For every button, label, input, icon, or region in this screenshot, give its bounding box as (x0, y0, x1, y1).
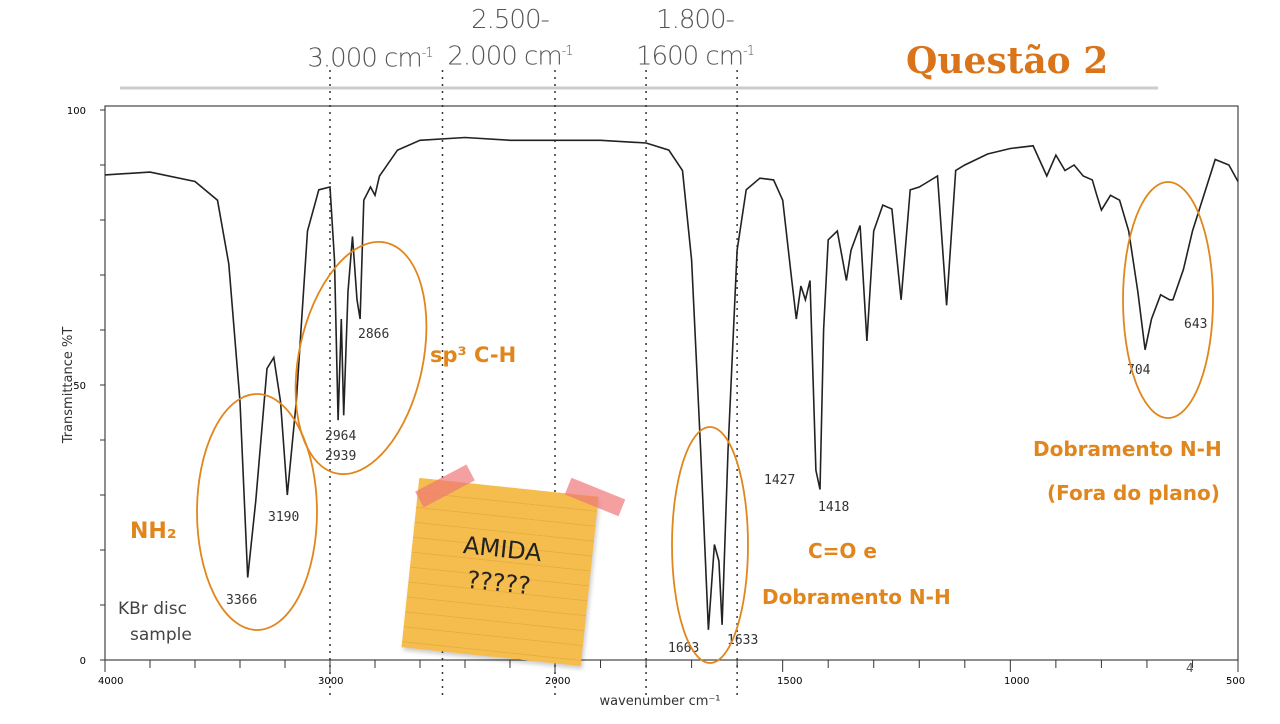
y-tick-0: 0 (80, 656, 86, 667)
range-label-line1: 2.500- (471, 5, 550, 35)
nh2-label: NH₂ (130, 519, 176, 544)
range-label-sup: -1 (561, 44, 574, 59)
range-label-sup: -1 (421, 46, 434, 61)
peak-label-3366: 3366 (226, 593, 257, 608)
x-tick-2000: 2000 (545, 676, 570, 687)
carbonyl-label-line2: Dobramento N-H (762, 585, 951, 609)
sp3-ch-label: sp³ C-H (430, 343, 516, 367)
x-tick-500: 500 (1226, 676, 1245, 687)
x-tick-4000: 4000 (98, 676, 123, 687)
sample-note-line1: KBr disc (118, 599, 187, 619)
spectrum-line (104, 136, 1239, 630)
peak-label-1418: 1418 (818, 500, 849, 515)
carbonyl-label-line1: C=O e (808, 539, 877, 563)
peak-label-643: 643 (1184, 317, 1207, 332)
range-label-line1: 1.800- (656, 5, 735, 35)
carbonyl-circle (671, 426, 749, 664)
y-tick-50: 50 (73, 381, 86, 392)
sp3-ch-circle (294, 240, 428, 476)
sticky-note: AMIDA ????? (401, 478, 599, 666)
range-label-2500-2000: 2.500- 2.000 cm-1 (440, 4, 580, 73)
oop-label-line1: Dobramento N-H (1033, 437, 1222, 461)
peak-label-1663: 1663 (668, 641, 699, 656)
peak-label-2964: 2964 (325, 429, 356, 444)
nh2-circle (196, 393, 318, 631)
oop-bend-circle (1122, 181, 1214, 419)
page-number: 4 (1186, 661, 1194, 675)
plot-frame (104, 105, 1239, 661)
x-tick-1500: 1500 (777, 676, 802, 687)
range-label-sup: -1 (743, 44, 755, 59)
slide-title: Questão 2 (906, 40, 1109, 82)
x-axis-label: wavenumber cm⁻¹ (599, 694, 720, 709)
range-label-text: 3.000 cm (307, 43, 422, 74)
range-label-line2: 1600 cm (635, 41, 744, 72)
y-axis-label: Transmittance %T (61, 327, 76, 445)
oop-label-line2: (Fora do plano) (1047, 481, 1220, 505)
sample-note-line2: sample (130, 625, 192, 645)
range-label-1800-1600: 1.800- 1600 cm-1 (630, 4, 760, 73)
range-label-line2: 2.000 cm (447, 41, 562, 72)
peak-label-1427: 1427 (764, 473, 795, 488)
peak-label-2866: 2866 (358, 327, 389, 342)
range-label-3000: 3.000 cm-1 (300, 38, 440, 75)
y-tick-100: 100 (67, 106, 86, 117)
peak-label-2939: 2939 (325, 449, 356, 464)
peak-label-3190: 3190 (268, 510, 299, 525)
x-tick-1000: 1000 (1004, 676, 1029, 687)
x-tick-3000: 3000 (318, 676, 343, 687)
